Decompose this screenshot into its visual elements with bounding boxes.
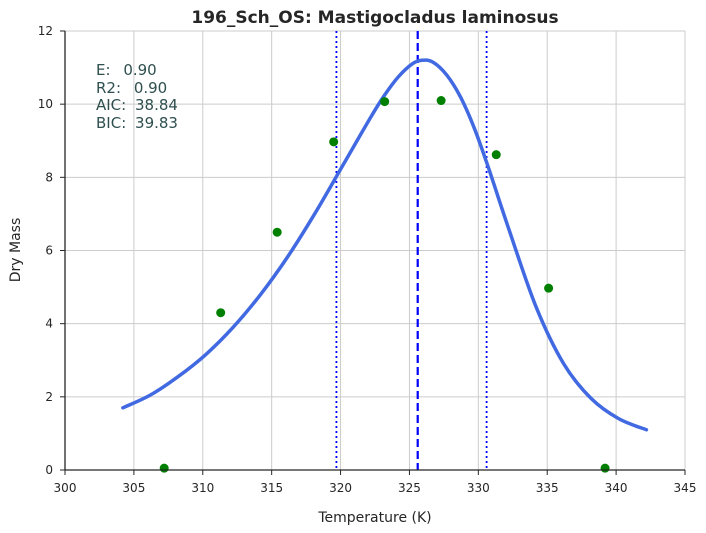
- data-point: [491, 150, 501, 160]
- axes: [60, 30, 686, 475]
- svg-text:AIC: 38.84: AIC: 38.84: [96, 96, 178, 114]
- svg-text:R2: 0.90: R2: 0.90: [96, 79, 167, 97]
- data-point: [159, 463, 169, 473]
- data-point: [272, 227, 282, 237]
- svg-text:BIC: 39.83: BIC: 39.83: [96, 114, 178, 132]
- reference-lines: [335, 31, 488, 470]
- stat-e-label: E:: [96, 61, 111, 79]
- y-tick-label: 2: [45, 390, 53, 404]
- data-point: [600, 463, 610, 473]
- y-tick-label: 6: [45, 244, 53, 258]
- x-tick-label: 345: [674, 481, 697, 495]
- y-tick-label: 4: [45, 317, 53, 331]
- x-tick-label: 325: [398, 481, 421, 495]
- fit-curve-group: [121, 58, 649, 432]
- stat-bic-label: BIC:: [96, 114, 126, 132]
- data-point: [380, 97, 390, 107]
- stat-aic-label: AIC:: [96, 96, 126, 114]
- x-tick-label: 330: [467, 481, 490, 495]
- x-axis-label: Temperature (K): [317, 510, 431, 526]
- stat-r2-value: 0.90: [134, 79, 167, 97]
- x-tick-label: 305: [122, 481, 145, 495]
- data-points: [159, 96, 610, 473]
- data-point: [544, 283, 554, 293]
- data-point: [329, 137, 339, 147]
- x-tick-label: 315: [260, 481, 283, 495]
- svg-text:E: 0.90: E: 0.90: [96, 61, 157, 79]
- y-axis-label: Dry Mass: [8, 218, 24, 283]
- x-tick-label: 300: [54, 481, 77, 495]
- fit-curve: [121, 58, 649, 432]
- chart-title: 196_Sch_OS: Mastigocladus laminosus: [191, 8, 558, 28]
- stat-aic-value: 38.84: [135, 96, 178, 114]
- y-tick-label: 12: [38, 24, 53, 38]
- stat-r2-label: R2:: [96, 79, 121, 97]
- x-tick-label: 310: [191, 481, 214, 495]
- x-tick-label: 335: [536, 481, 559, 495]
- data-point: [216, 308, 226, 318]
- x-tick-label: 340: [605, 481, 628, 495]
- y-tick-label: 0: [45, 463, 53, 477]
- data-point: [436, 96, 446, 106]
- y-tick-label: 10: [38, 97, 53, 111]
- stat-bic-value: 39.83: [135, 114, 178, 132]
- tick-labels: 300 305 310 315 320 325 330 335 340 345 0 2 4 6 8 10 12: [38, 24, 697, 495]
- stat-e-value: 0.90: [123, 61, 156, 79]
- y-tick-label: 8: [45, 170, 53, 184]
- fit-statistics: E: 0.90 R2: 0.90 AIC: 38.84 BIC: 39.83: [96, 61, 178, 132]
- x-tick-label: 320: [329, 481, 352, 495]
